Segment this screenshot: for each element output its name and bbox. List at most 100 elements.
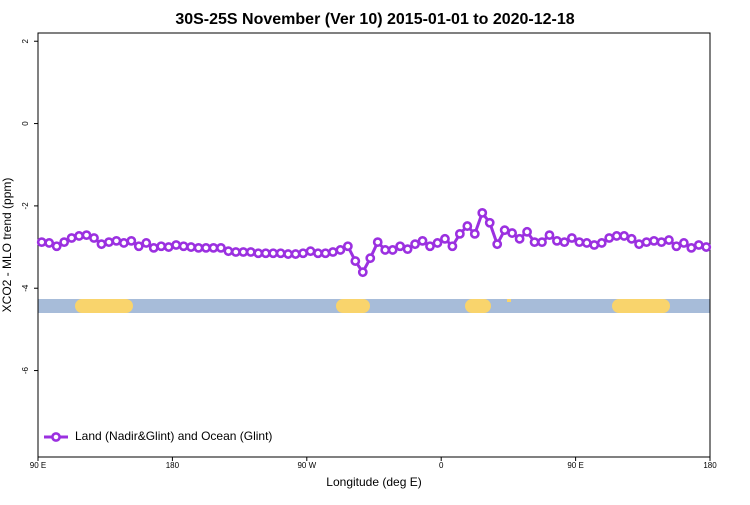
x-tick-label: 90 E <box>567 461 583 470</box>
point <box>477 207 488 218</box>
point <box>342 241 353 252</box>
point <box>357 267 368 278</box>
point <box>245 247 256 257</box>
point <box>51 241 62 252</box>
surface-band <box>38 299 710 313</box>
point <box>283 249 294 259</box>
x-tick-label: 0 <box>439 461 444 470</box>
point <box>59 237 70 248</box>
point <box>559 237 570 248</box>
point <box>201 242 211 253</box>
point <box>193 242 204 253</box>
point <box>260 248 271 259</box>
point <box>66 233 77 243</box>
point <box>432 238 443 248</box>
ocean-band <box>38 299 710 313</box>
y-tick-label: 2 <box>21 38 30 43</box>
x-axis-label: Longitude (deg E) <box>326 475 421 489</box>
x-tick-label: 90 W <box>297 461 316 470</box>
point <box>380 245 391 255</box>
x-tick-label: 90 E <box>30 461 46 470</box>
point <box>230 247 241 257</box>
land-band <box>507 299 511 302</box>
point <box>440 233 450 244</box>
point <box>574 237 585 248</box>
point <box>566 233 577 243</box>
point <box>118 238 129 248</box>
point <box>649 235 659 246</box>
point <box>186 242 196 252</box>
point <box>156 241 167 252</box>
point <box>552 235 562 246</box>
point <box>693 240 704 250</box>
point <box>402 244 413 255</box>
point <box>305 246 316 257</box>
point <box>81 230 92 241</box>
point <box>581 238 592 248</box>
point <box>395 241 406 252</box>
point <box>178 241 189 252</box>
point <box>148 242 159 253</box>
point <box>664 235 674 245</box>
legend-label: Land (Nadir&Glint) and Ocean (Glint) <box>75 429 272 443</box>
point <box>611 231 622 241</box>
legend-marker <box>51 432 61 442</box>
point <box>484 217 495 228</box>
point <box>96 239 107 250</box>
point <box>507 228 518 238</box>
point <box>208 242 219 253</box>
point <box>544 230 555 241</box>
point <box>447 241 458 252</box>
land-band <box>336 299 370 313</box>
point <box>641 237 652 248</box>
y-axis-label: XCO2 - MLO trend (ppm) <box>0 178 14 313</box>
land-band <box>75 299 133 313</box>
point <box>223 246 234 257</box>
point <box>596 238 607 248</box>
y-tick-label: -2 <box>21 202 30 210</box>
y-tick-label: 0 <box>21 121 30 126</box>
point <box>410 239 420 250</box>
point <box>298 248 308 259</box>
point <box>626 233 637 244</box>
point <box>268 248 279 259</box>
point <box>216 242 226 253</box>
point <box>671 241 682 252</box>
point <box>387 245 398 255</box>
point <box>462 221 473 231</box>
point <box>126 235 137 246</box>
point <box>350 256 361 266</box>
point <box>656 237 667 248</box>
point <box>163 242 174 252</box>
point <box>604 233 615 243</box>
point <box>686 242 697 253</box>
point <box>492 239 503 250</box>
point <box>74 231 84 241</box>
point <box>469 228 480 239</box>
point <box>36 237 47 248</box>
point <box>335 245 346 255</box>
point <box>634 239 644 250</box>
point <box>133 241 144 252</box>
point <box>417 235 428 246</box>
point <box>701 242 712 252</box>
point <box>320 248 331 259</box>
point <box>238 247 249 257</box>
point <box>589 240 600 250</box>
point <box>253 248 264 259</box>
point <box>425 241 435 252</box>
point <box>619 231 630 241</box>
point <box>372 237 383 248</box>
point <box>499 225 510 236</box>
point <box>290 249 301 259</box>
point <box>89 233 99 243</box>
point <box>529 237 540 248</box>
x-tick-label: 180 <box>166 461 180 470</box>
y-tick-label: -4 <box>21 284 30 292</box>
x-tick-label: 180 <box>703 461 717 470</box>
point <box>171 240 182 250</box>
chart-title: 30S-25S November (Ver 10) 2015-01-01 to … <box>175 11 574 28</box>
point <box>104 237 114 248</box>
point <box>141 238 152 248</box>
